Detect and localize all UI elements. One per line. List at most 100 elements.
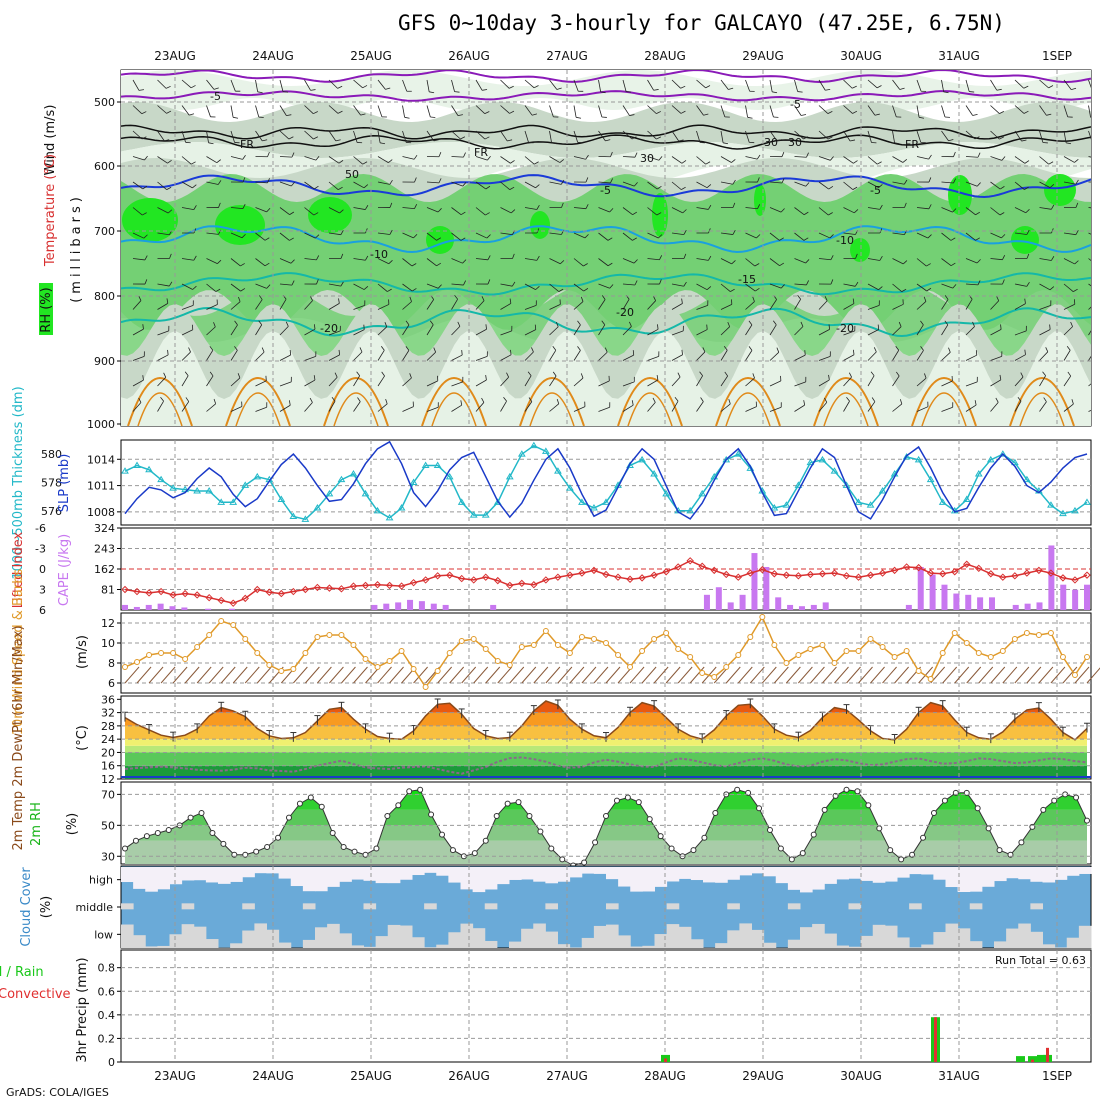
contour-label: FR: [905, 138, 919, 151]
wind-barb: [794, 156, 807, 158]
lifted-index-line-point: [169, 591, 177, 599]
wind-barb: [671, 283, 684, 287]
wind-barb: [745, 283, 756, 292]
rh-point: [559, 856, 566, 863]
wind-barb: [279, 404, 291, 412]
wind-barb-flag: [601, 295, 606, 300]
wind-barb: [402, 301, 412, 310]
wind-speed-line-point: [242, 636, 249, 642]
wind-barb-flag: [656, 212, 662, 216]
wind-barb-flag: [437, 208, 442, 213]
wind-barb: [500, 130, 508, 142]
wind-barb: [892, 403, 903, 412]
wind-barb: [353, 304, 365, 310]
precip-grid: [121, 950, 1091, 1062]
cloud-high-clear: [315, 867, 328, 892]
wind-barb: [475, 300, 485, 310]
lifted-index-line-point: [181, 589, 189, 598]
wind-barb-flag: [634, 280, 638, 286]
wind-barb-flag: [702, 347, 706, 353]
wind-barb: [720, 350, 728, 361]
cape-bar: [1072, 589, 1079, 610]
wind-barb-flag: [454, 295, 458, 300]
wind-speed-line-point: [891, 654, 898, 660]
wind-barb: [941, 105, 946, 118]
surface-wind-barb: [785, 666, 801, 684]
wind-barb: [255, 105, 260, 118]
wind-barb-flag: [560, 179, 565, 185]
thickness-line-point: [566, 484, 574, 491]
wind-barb-flag: [484, 111, 490, 115]
wind-barb: [1063, 326, 1073, 336]
wind-barb: [206, 283, 217, 292]
wind-barb: [328, 130, 337, 142]
cape-bar: [228, 608, 235, 610]
tick-label: 8: [108, 657, 115, 670]
wind-speed-line-point: [458, 638, 465, 644]
wind-barb: [696, 207, 709, 210]
cloud-low-clear: [787, 939, 801, 948]
contour-minus10: [121, 225, 1091, 254]
wind-barb-flag: [1049, 286, 1055, 291]
wind-speed-line-point: [1047, 630, 1054, 636]
surface-wind-barb: [557, 666, 573, 684]
wind-barb-flag: [340, 253, 344, 259]
wind-barb-flag: [633, 259, 638, 264]
wind-barb-flag: [631, 136, 637, 140]
wind-barb-flag: [282, 91, 289, 93]
thickness-line-point: [349, 470, 358, 477]
rh-point: [734, 786, 741, 793]
surface-wind-barb: [822, 666, 837, 684]
lifted-index-line-point: [229, 599, 237, 607]
wind-barb-flag: [752, 296, 755, 302]
cloud-high-clear: [1054, 867, 1068, 880]
wind-barb-flag: [723, 142, 729, 145]
lifted-index-line-point: [866, 571, 875, 579]
date-label-bottom: 26AUG: [448, 1069, 490, 1083]
surface-wind-barb: [846, 666, 861, 684]
wind-barb-flag: [240, 288, 246, 292]
wind-barb: [206, 403, 216, 412]
wind-barb-flag: [604, 347, 608, 353]
wind-barb: [965, 105, 973, 116]
wind-speed-line-point: [795, 652, 802, 658]
wind-barb-flag: [877, 324, 880, 330]
wind-barb: [622, 181, 635, 187]
wind-barb: [206, 79, 215, 90]
ylabel-wind: Wind (m/s): [43, 105, 58, 176]
wind-barb: [965, 232, 976, 241]
wind-barb: [745, 232, 757, 239]
wind-barb: [402, 156, 415, 160]
wind-barb-flag: [610, 151, 613, 157]
wind-barb: [818, 105, 829, 114]
cape-bar: [418, 601, 425, 610]
rh-point: [941, 797, 948, 804]
wind-barb-flag: [512, 253, 515, 259]
wind-barb-flag: [338, 160, 344, 164]
cloud-high-clear: [1030, 867, 1043, 882]
wind-barb-flag: [803, 237, 809, 241]
tick-label: 28: [101, 720, 115, 733]
wind-barb: [230, 130, 235, 143]
wind-barb: [573, 130, 579, 143]
wind-barb: [696, 105, 704, 116]
wind-barb: [598, 299, 606, 310]
lifted-index-line-point: [975, 564, 983, 573]
wind-barb-flag: [286, 114, 292, 117]
wind-barb: [990, 356, 1002, 361]
rh-point: [756, 805, 763, 812]
wind-barb-flag: [389, 229, 393, 235]
wind-speed-line-point: [723, 664, 730, 670]
rh-point: [581, 859, 588, 866]
wind-barb: [867, 130, 872, 143]
slp-tick: 1014: [87, 453, 115, 466]
slp-tick: 1011: [87, 480, 115, 493]
wind-barb: [892, 79, 901, 90]
cloud-level-label: high: [89, 874, 113, 887]
wind-barb-flag: [144, 255, 148, 261]
wind-barb: [990, 130, 1000, 140]
wind-barb: [916, 406, 929, 412]
lifted-index-line: [124, 559, 1088, 604]
lifted-index-line-point: [674, 563, 682, 571]
